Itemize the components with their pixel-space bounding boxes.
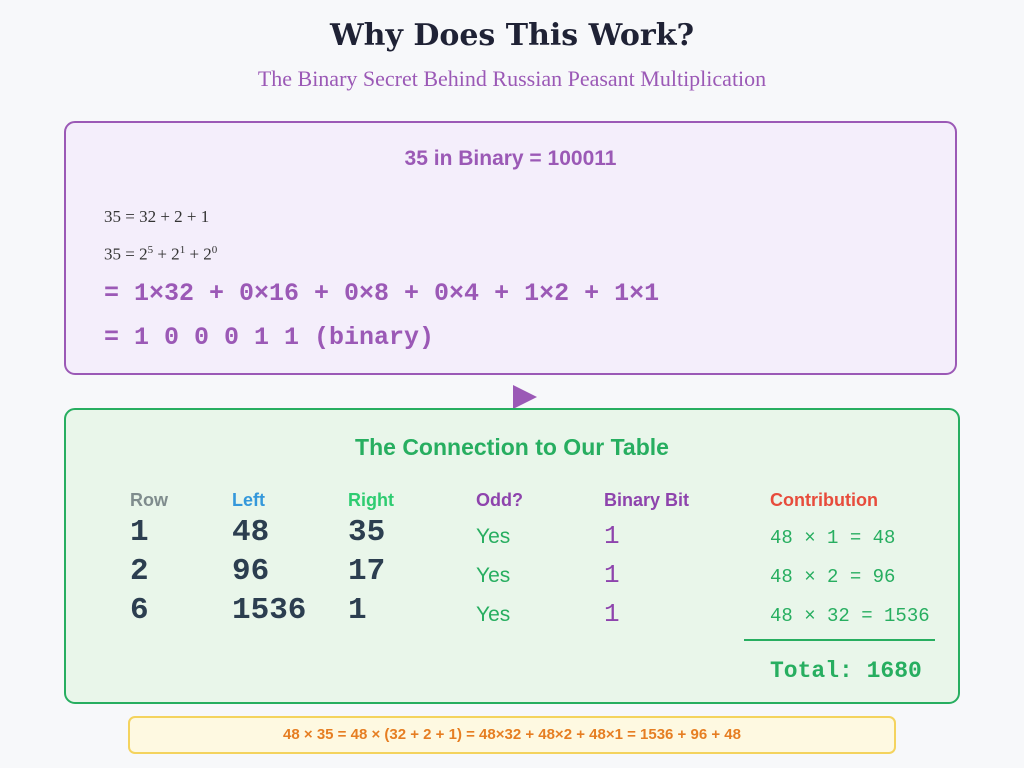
table-heading: The Connection to Our Table — [355, 434, 669, 460]
table-right-value: 35 — [348, 515, 386, 550]
page-subtitle: The Binary Secret Behind Russian Peasant… — [257, 66, 767, 91]
column-header-row: Row — [130, 490, 168, 510]
decomposition-powers: 35 = 25 + 21 + 20 — [104, 244, 218, 264]
table-left-value: 48 — [232, 515, 270, 550]
binary-panel: 35 in Binary = 100011 35 = 32 + 2 + 1 35… — [64, 121, 957, 375]
table-bit-value: 1 — [604, 599, 620, 629]
table-row-number: 2 — [130, 554, 149, 589]
table-contribution: 48 × 1 = 48 — [770, 527, 896, 549]
page-title: Why Does This Work? — [329, 18, 695, 53]
column-header-binary-bit: Binary Bit — [604, 490, 690, 510]
table-row-number: 1 — [130, 515, 149, 550]
total-value: Total: 1680 — [770, 658, 922, 684]
table-left-value: 1536 — [232, 593, 307, 628]
arrow-right-icon — [513, 385, 537, 409]
binary-digits: = 1 0 0 0 1 1 (binary) — [104, 323, 435, 352]
place-value-expansion: = 1×32 + 0×16 + 0×8 + 0×4 + 1×2 + 1×1 — [104, 279, 660, 308]
equation-banner: 48 × 35 = 48 × (32 + 2 + 1) = 48×32 + 48… — [128, 716, 896, 754]
table-contribution: 48 × 2 = 96 — [770, 566, 896, 588]
column-header-left: Left — [232, 490, 265, 510]
table-odd-value: Yes — [476, 564, 511, 587]
total-divider — [744, 639, 935, 641]
table-odd-value: Yes — [476, 603, 511, 626]
table-contribution: 48 × 32 = 1536 — [770, 605, 930, 627]
table-right-value: 1 — [348, 593, 367, 628]
table-panel: The Connection to Our Table Row Left Rig… — [64, 408, 960, 704]
table-bit-value: 1 — [604, 560, 620, 590]
table-bit-value: 1 — [604, 521, 620, 551]
table-odd-value: Yes — [476, 525, 511, 548]
table-left-value: 96 — [232, 554, 270, 589]
binary-heading: 35 in Binary = 100011 — [404, 147, 617, 170]
table-row-number: 6 — [130, 593, 149, 628]
column-header-right: Right — [348, 490, 394, 510]
table-right-value: 17 — [348, 554, 386, 589]
decomposition-sum: 35 = 32 + 2 + 1 — [104, 207, 210, 226]
column-header-odd: Odd? — [476, 490, 523, 510]
column-header-contribution: Contribution — [770, 490, 878, 510]
